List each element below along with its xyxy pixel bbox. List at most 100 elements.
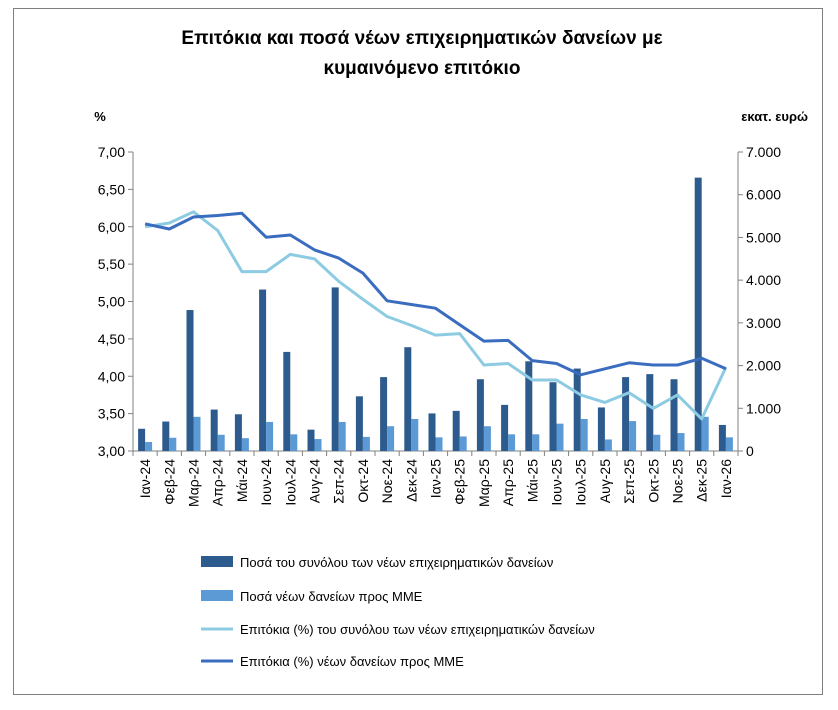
bar-total-loans bbox=[525, 361, 533, 451]
bar-total-loans bbox=[259, 289, 267, 451]
x-tick-label: Ιαν-25 bbox=[428, 459, 444, 498]
right-tick-label: 3.000 bbox=[746, 315, 781, 331]
x-tick-label: Μαρ-24 bbox=[186, 459, 202, 507]
left-tick-label: 7,00 bbox=[98, 144, 125, 160]
bar-total-loans bbox=[718, 424, 726, 451]
bar-sme-loans bbox=[725, 437, 733, 451]
left-tick-label: 5,50 bbox=[98, 256, 125, 272]
x-tick-label: Φεβ-25 bbox=[452, 459, 468, 505]
bar-total-loans bbox=[331, 287, 339, 451]
x-tick-label: Σεπ-25 bbox=[621, 459, 637, 504]
bar-sme-loans bbox=[677, 433, 685, 451]
chart-title-line-1: Επιτόκια και ποσά νέων επιχειρηματικών δ… bbox=[181, 28, 662, 49]
x-tick-label: Νοε-25 bbox=[670, 459, 686, 504]
left-tick-label: 4,50 bbox=[98, 331, 125, 347]
right-tick-label: 2.000 bbox=[746, 358, 781, 374]
right-tick-label: 1.000 bbox=[746, 400, 781, 416]
left-axis-unit: % bbox=[94, 109, 106, 124]
bar-sme-loans bbox=[435, 437, 443, 451]
bar-sme-loans bbox=[362, 436, 370, 451]
x-tick-label: Ιουλ-24 bbox=[282, 459, 298, 506]
x-tick-label: Σεπ-24 bbox=[331, 459, 347, 504]
x-tick-label: Φεβ-24 bbox=[161, 459, 177, 505]
bar-total-loans bbox=[476, 379, 484, 451]
left-tick-label: 5,00 bbox=[98, 294, 125, 310]
bar-sme-loans bbox=[556, 423, 564, 451]
right-tick-label: 5.000 bbox=[746, 229, 781, 245]
legend-label: Ποσά νέων δανείων προς ΜΜΕ bbox=[240, 589, 423, 604]
x-tick-label: Ιουλ-25 bbox=[573, 459, 589, 506]
bar-sme-loans bbox=[314, 439, 322, 451]
bar-sme-loans bbox=[266, 421, 274, 451]
bar-sme-loans bbox=[241, 438, 249, 451]
bar-total-loans bbox=[549, 382, 557, 451]
chart-frame bbox=[13, 8, 823, 695]
legend-label: Επιτόκια (%) νέων δανείων προς ΜΜΕ bbox=[240, 654, 464, 669]
x-tick-label: Νοε-24 bbox=[379, 459, 395, 504]
bar-total-loans bbox=[452, 410, 460, 451]
bar-total-loans bbox=[355, 396, 363, 451]
legend-swatch bbox=[201, 590, 233, 601]
bar-total-loans bbox=[646, 374, 654, 451]
left-tick-label: 6,00 bbox=[98, 219, 125, 235]
bar-sme-loans bbox=[459, 436, 467, 451]
bar-total-loans bbox=[501, 404, 509, 451]
bar-total-loans bbox=[210, 409, 218, 451]
left-tick-label: 4,00 bbox=[98, 368, 125, 384]
bar-sme-loans bbox=[193, 416, 201, 451]
x-tick-label: Ιουν-25 bbox=[549, 459, 565, 506]
bar-total-loans bbox=[694, 177, 702, 451]
bar-sme-loans bbox=[338, 421, 346, 451]
x-tick-label: Ιουν-24 bbox=[258, 459, 274, 506]
bar-total-loans bbox=[597, 407, 605, 451]
right-tick-label: 4.000 bbox=[746, 272, 781, 288]
bar-sme-loans bbox=[411, 418, 419, 451]
legend-label: Επιτόκια (%) του συνόλου των νέων επιχει… bbox=[240, 622, 595, 637]
bar-total-loans bbox=[138, 428, 146, 451]
x-tick-label: Μάι-25 bbox=[524, 459, 540, 502]
bar-total-loans bbox=[186, 310, 194, 451]
line-total-rate bbox=[144, 210, 728, 421]
bar-sme-loans bbox=[653, 434, 661, 451]
x-tick-label: Απρ-24 bbox=[210, 459, 226, 506]
bar-total-loans bbox=[428, 413, 436, 451]
left-tick-label: 6,50 bbox=[98, 181, 125, 197]
line-sme-rate bbox=[144, 211, 727, 377]
bar-sme-loans bbox=[290, 434, 298, 451]
right-axis-unit: εκατ. ευρώ bbox=[741, 109, 808, 124]
x-tick-label: Ιαν-26 bbox=[718, 459, 734, 498]
bar-total-loans bbox=[307, 429, 315, 451]
x-tick-label: Δεκ-24 bbox=[403, 459, 419, 502]
bar-total-loans bbox=[404, 347, 412, 451]
bar-total-loans bbox=[380, 377, 388, 451]
x-tick-label: Αυγ-24 bbox=[307, 459, 323, 503]
left-tick-label: 3,00 bbox=[98, 443, 125, 459]
x-tick-label: Οκτ-25 bbox=[645, 459, 661, 503]
chart-title-line-2: κυμαινόμενο επιτόκιο bbox=[324, 58, 521, 79]
bar-sme-loans bbox=[217, 434, 225, 451]
x-tick-label: Οκτ-24 bbox=[355, 459, 371, 503]
legend-swatch bbox=[201, 556, 233, 567]
x-tick-label: Αυγ-25 bbox=[597, 459, 613, 503]
bar-total-loans bbox=[573, 368, 581, 451]
right-tick-label: 6.000 bbox=[746, 187, 781, 203]
x-tick-label: Ιαν-24 bbox=[137, 459, 153, 498]
bar-total-loans bbox=[670, 379, 678, 451]
bar-total-loans bbox=[162, 421, 170, 451]
bar-sme-loans bbox=[580, 418, 588, 451]
bar-sme-loans bbox=[701, 416, 709, 451]
bar-sme-loans bbox=[169, 437, 177, 451]
bar-sme-loans bbox=[532, 434, 540, 451]
legend-label: Ποσά του συνόλου των νέων επιχειρηματικώ… bbox=[240, 555, 553, 570]
bar-sme-loans bbox=[483, 426, 491, 451]
bar-sme-loans bbox=[604, 439, 612, 451]
bar-sme-loans bbox=[629, 421, 637, 451]
right-tick-label: 0 bbox=[746, 443, 754, 459]
bar-total-loans bbox=[622, 377, 630, 451]
bar-total-loans bbox=[283, 351, 291, 451]
bar-sme-loans bbox=[387, 426, 395, 451]
bar-sme-loans bbox=[145, 442, 153, 451]
right-tick-label: 7.000 bbox=[746, 144, 781, 160]
bar-total-loans bbox=[234, 414, 242, 451]
